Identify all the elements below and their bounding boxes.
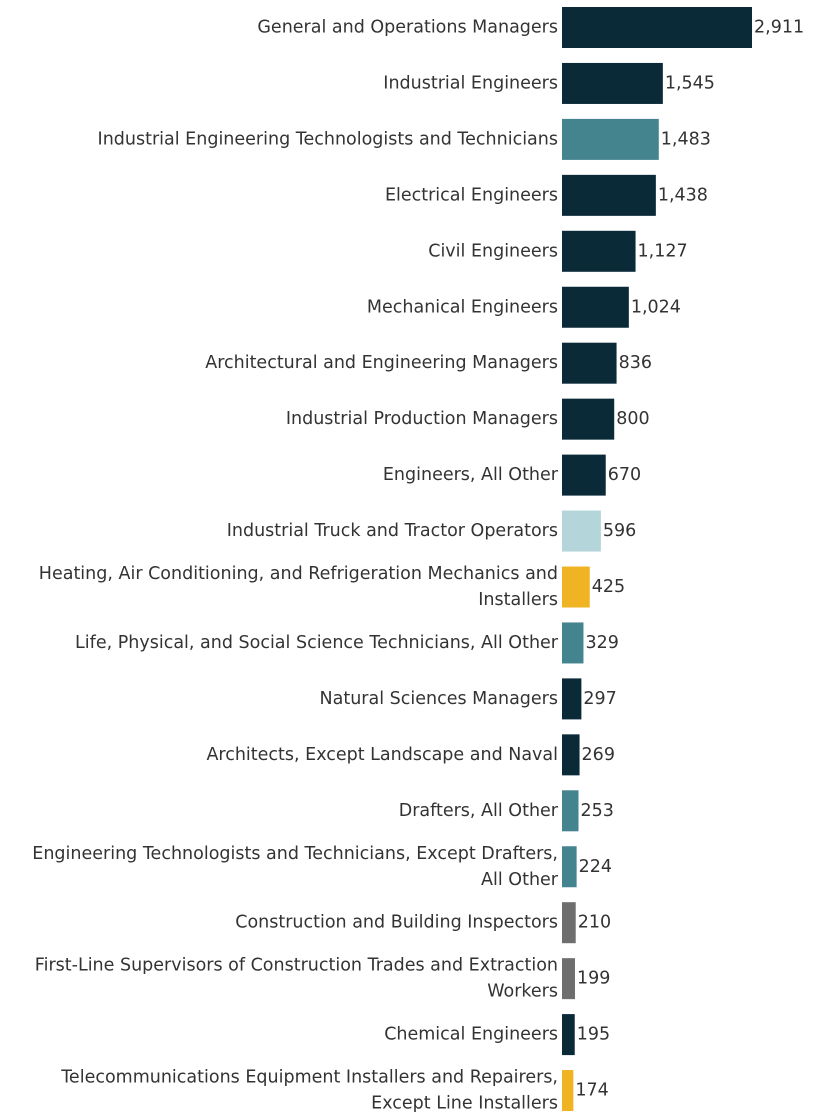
category-label-line: Industrial Engineering Technologists and… bbox=[98, 129, 558, 149]
category-label: Engineering Technologists and Technician… bbox=[32, 844, 559, 890]
category-label-line: Engineers, All Other bbox=[383, 465, 559, 485]
value-label: 195 bbox=[577, 1025, 610, 1045]
value-label: 1,545 bbox=[665, 73, 715, 93]
category-label: Heating, Air Conditioning, and Refrigera… bbox=[39, 564, 558, 610]
category-label: Engineers, All Other bbox=[383, 465, 559, 485]
value-label: 269 bbox=[582, 745, 615, 765]
category-label-line: Except Line Installers bbox=[371, 1094, 558, 1114]
category-label-line: Architectural and Engineering Managers bbox=[205, 353, 558, 373]
category-label: Civil Engineers bbox=[428, 241, 558, 261]
category-label-line: Chemical Engineers bbox=[384, 1025, 558, 1045]
category-label-line: Civil Engineers bbox=[428, 241, 558, 261]
bar[interactable] bbox=[562, 902, 576, 944]
category-label-line: Life, Physical, and Social Science Techn… bbox=[75, 633, 559, 653]
bar[interactable] bbox=[562, 118, 659, 160]
category-label-line: General and Operations Managers bbox=[257, 18, 558, 38]
bar[interactable] bbox=[562, 7, 752, 48]
category-label-line: All Other bbox=[481, 870, 559, 890]
category-label-line: Construction and Building Inspectors bbox=[235, 913, 558, 933]
category-label: Construction and Building Inspectors bbox=[235, 913, 558, 933]
bar[interactable] bbox=[562, 734, 580, 776]
category-label-line: Workers bbox=[487, 982, 558, 1002]
value-label: 1,024 bbox=[631, 297, 681, 317]
bar[interactable] bbox=[562, 1070, 574, 1112]
category-label-line: First-Line Supervisors of Construction T… bbox=[35, 956, 558, 976]
bar[interactable] bbox=[562, 846, 577, 888]
category-label-line: Industrial Truck and Tractor Operators bbox=[227, 521, 558, 541]
category-label: Telecommunications Equipment Installers … bbox=[60, 1068, 558, 1114]
bar[interactable] bbox=[562, 1014, 575, 1056]
value-label: 800 bbox=[616, 409, 649, 429]
value-label: 253 bbox=[581, 801, 614, 821]
value-label: 297 bbox=[583, 689, 616, 709]
category-label-line: Natural Sciences Managers bbox=[320, 689, 558, 709]
category-label: Natural Sciences Managers bbox=[320, 689, 558, 709]
value-label: 1,127 bbox=[638, 241, 688, 261]
value-label: 224 bbox=[579, 857, 612, 877]
value-label: 174 bbox=[575, 1081, 608, 1101]
category-label-line: Industrial Engineers bbox=[383, 73, 558, 93]
category-label: General and Operations Managers bbox=[257, 18, 558, 38]
category-label-line: Telecommunications Equipment Installers … bbox=[60, 1068, 558, 1088]
category-label-line: Installers bbox=[478, 590, 558, 610]
category-label: Architects, Except Landscape and Naval bbox=[206, 745, 558, 765]
category-label: Mechanical Engineers bbox=[367, 297, 558, 317]
value-label: 199 bbox=[577, 969, 610, 989]
bar[interactable] bbox=[562, 790, 579, 832]
category-label-line: Heating, Air Conditioning, and Refrigera… bbox=[39, 564, 558, 584]
value-label: 1,483 bbox=[661, 129, 711, 149]
value-label: 210 bbox=[578, 913, 611, 933]
bar[interactable] bbox=[562, 958, 575, 1000]
category-label: Industrial Engineers bbox=[383, 73, 558, 93]
category-label: Architectural and Engineering Managers bbox=[205, 353, 558, 373]
bar[interactable] bbox=[562, 342, 617, 384]
bar[interactable] bbox=[562, 622, 584, 664]
bar[interactable] bbox=[562, 398, 615, 440]
bar[interactable] bbox=[562, 62, 663, 104]
bar[interactable] bbox=[562, 230, 636, 272]
category-label: Industrial Truck and Tractor Operators bbox=[227, 521, 558, 541]
category-label-line: Engineering Technologists and Technician… bbox=[32, 844, 558, 864]
category-label-line: Architects, Except Landscape and Naval bbox=[206, 745, 558, 765]
bar[interactable] bbox=[562, 510, 601, 552]
category-label: Life, Physical, and Social Science Techn… bbox=[75, 633, 559, 653]
category-label-line: Mechanical Engineers bbox=[367, 297, 558, 317]
bar[interactable] bbox=[562, 174, 656, 216]
value-label: 329 bbox=[585, 633, 618, 653]
value-label: 425 bbox=[592, 577, 625, 597]
bar[interactable] bbox=[562, 286, 629, 328]
bar[interactable] bbox=[562, 566, 590, 608]
bar[interactable] bbox=[562, 454, 606, 496]
category-label: First-Line Supervisors of Construction T… bbox=[35, 956, 558, 1002]
category-label: Industrial Production Managers bbox=[286, 409, 558, 429]
category-label: Industrial Engineering Technologists and… bbox=[98, 129, 558, 149]
value-label: 2,911 bbox=[754, 18, 804, 38]
value-label: 596 bbox=[603, 521, 636, 541]
value-label: 670 bbox=[608, 465, 641, 485]
category-label-line: Industrial Production Managers bbox=[286, 409, 558, 429]
category-label: Chemical Engineers bbox=[384, 1025, 558, 1045]
category-label-line: Electrical Engineers bbox=[385, 185, 558, 205]
category-label: Electrical Engineers bbox=[385, 185, 558, 205]
value-label: 1,438 bbox=[658, 185, 708, 205]
category-label: Drafters, All Other bbox=[399, 801, 559, 821]
value-label: 836 bbox=[619, 353, 652, 373]
bar[interactable] bbox=[562, 678, 582, 720]
category-label-line: Drafters, All Other bbox=[399, 801, 559, 821]
